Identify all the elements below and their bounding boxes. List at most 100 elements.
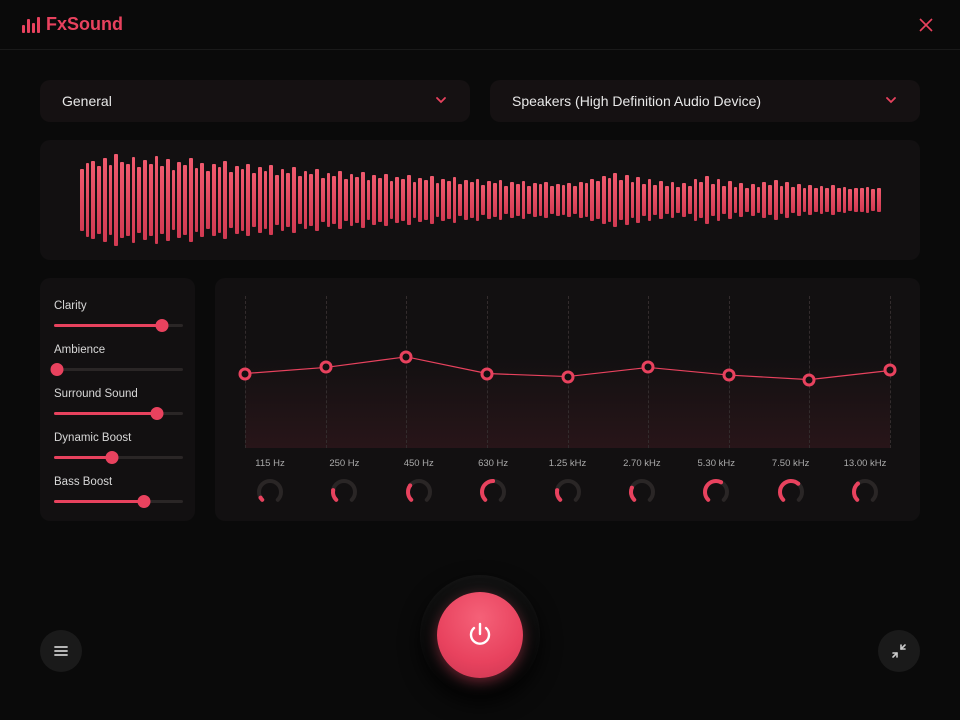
waveform-bar <box>309 174 313 226</box>
waveform-bar <box>424 180 428 220</box>
waveform-bar <box>608 178 612 222</box>
eq-knob[interactable] <box>478 477 508 507</box>
waveform-bar <box>453 177 457 223</box>
eq-point[interactable] <box>884 364 897 377</box>
waveform-bar <box>791 187 795 214</box>
waveform-bar <box>355 177 359 223</box>
waveform-bar <box>80 169 84 231</box>
effect-slider[interactable] <box>54 450 183 464</box>
preset-dropdown[interactable]: General <box>40 80 470 122</box>
waveform-bar <box>229 172 233 228</box>
waveform-bar <box>241 169 245 230</box>
eq-point[interactable] <box>722 369 735 382</box>
eq-knob[interactable] <box>850 477 880 507</box>
waveform-bar <box>384 174 388 226</box>
waveform-bar <box>218 167 222 232</box>
waveform-bar <box>235 166 239 233</box>
waveform-bar <box>413 182 417 218</box>
eq-knob[interactable] <box>255 477 285 507</box>
waveform-bar <box>820 186 824 215</box>
title-bar: FxSound <box>0 0 960 50</box>
eq-knob[interactable] <box>627 477 657 507</box>
eq-band: 450 Hz <box>394 458 444 507</box>
waveform-bar <box>223 161 227 240</box>
slider-thumb[interactable] <box>50 363 63 376</box>
eq-knob[interactable] <box>776 477 806 507</box>
eq-freq-label: 2.70 kHz <box>623 458 661 469</box>
waveform-bar <box>653 185 657 216</box>
waveform-bar <box>533 183 537 218</box>
collapse-button[interactable] <box>878 630 920 672</box>
waveform-bar <box>739 183 743 218</box>
waveform-bar <box>189 158 193 242</box>
menu-icon <box>52 642 70 660</box>
waveform-bar <box>871 189 875 210</box>
waveform-bar <box>258 167 262 232</box>
device-dropdown[interactable]: Speakers (High Definition Audio Device) <box>490 80 920 122</box>
slider-thumb[interactable] <box>156 319 169 332</box>
waveform-bar <box>848 189 852 210</box>
waveform-bar <box>579 182 583 218</box>
eq-point[interactable] <box>803 373 816 386</box>
eq-knob[interactable] <box>329 477 359 507</box>
menu-button[interactable] <box>40 630 82 672</box>
waveform-bar <box>395 177 399 223</box>
waveform-bar <box>648 179 652 221</box>
eq-point[interactable] <box>480 367 493 380</box>
slider-thumb[interactable] <box>106 451 119 464</box>
waveform-bar <box>487 181 491 219</box>
eq-knob[interactable] <box>553 477 583 507</box>
chevron-down-icon <box>884 93 898 110</box>
eq-point[interactable] <box>319 361 332 374</box>
waveform-bar <box>705 176 709 224</box>
waveform-bar <box>762 182 766 218</box>
waveform-bar <box>671 182 675 218</box>
waveform-bar <box>418 178 422 222</box>
eq-band: 2.70 kHz <box>617 458 667 507</box>
slider-thumb[interactable] <box>151 407 164 420</box>
effect-slider[interactable] <box>54 318 183 332</box>
eq-band: 13.00 kHz <box>840 458 890 507</box>
eq-graph[interactable] <box>245 296 890 448</box>
waveform-bar <box>676 187 680 214</box>
slider-thumb[interactable] <box>138 495 151 508</box>
eq-bands-row: 115 Hz250 Hz450 Hz630 Hz1.25 kHz2.70 kHz… <box>245 458 890 507</box>
controls-row: ClarityAmbienceSurround SoundDynamic Boo… <box>40 278 920 521</box>
waveform-bar <box>350 174 354 226</box>
eq-band: 630 Hz <box>468 458 518 507</box>
waveform-bar <box>556 184 560 217</box>
logo-bars-icon <box>22 17 40 33</box>
waveform-bar <box>631 182 635 218</box>
waveform-bar <box>544 182 548 218</box>
eq-band: 115 Hz <box>245 458 295 507</box>
waveform-bar <box>522 181 526 219</box>
effect-slider[interactable] <box>54 406 183 420</box>
waveform-bar <box>470 182 474 218</box>
waveform-bar <box>825 188 829 213</box>
eq-knob[interactable] <box>404 477 434 507</box>
waveform-bar <box>843 187 847 214</box>
waveform-bar <box>808 185 812 216</box>
effect-slider[interactable] <box>54 494 183 508</box>
waveform-bar <box>860 188 864 211</box>
eq-point[interactable] <box>239 367 252 380</box>
close-button[interactable] <box>914 13 938 37</box>
effect-slider[interactable] <box>54 362 183 376</box>
waveform-bar <box>97 166 101 233</box>
waveform-bar <box>177 162 181 239</box>
eq-point[interactable] <box>400 350 413 363</box>
waveform-bar <box>481 185 485 216</box>
eq-freq-label: 115 Hz <box>255 458 284 469</box>
power-button[interactable] <box>437 592 523 678</box>
eq-point[interactable] <box>561 370 574 383</box>
waveform-bar <box>292 167 296 232</box>
waveform-bar <box>625 175 629 225</box>
eq-knob[interactable] <box>701 477 731 507</box>
eq-point[interactable] <box>642 361 655 374</box>
waveform-bar <box>585 183 589 218</box>
waveform-bar <box>768 185 772 216</box>
effect-control: Bass Boost <box>54 476 183 508</box>
waveform-bar <box>602 176 606 224</box>
waveform-bar <box>149 164 153 237</box>
waveform-bar <box>390 181 394 219</box>
